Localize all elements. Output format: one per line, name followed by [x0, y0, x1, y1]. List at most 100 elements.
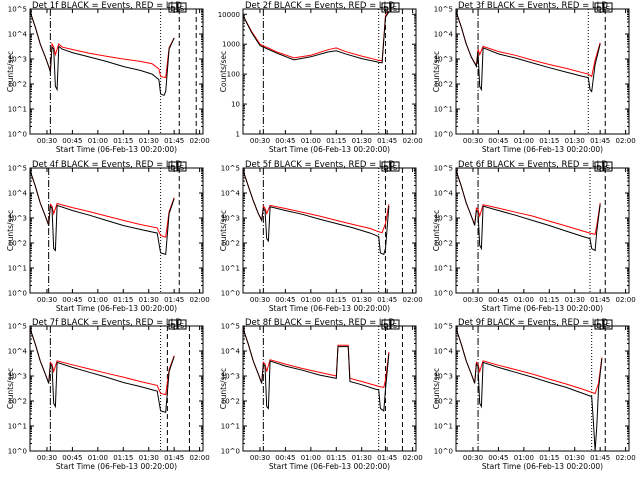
chart-title: Det 9f BLACK = Events, RED = LLD	[458, 318, 608, 328]
x-tick-label: 00:45	[488, 137, 508, 145]
chart-title: Det 7f BLACK = Events, RED = LLD	[32, 318, 182, 328]
y-tick-label: 10^3	[8, 56, 27, 64]
x-tick-label: 01:30	[139, 296, 159, 304]
y-tick-label: 10^3	[221, 373, 240, 381]
marker-box-d	[381, 319, 391, 330]
y-tick-label: 1	[236, 131, 240, 139]
chart-title: Det 1f BLACK = Events, RED = LLD	[32, 1, 182, 11]
y-tick-label: 10^4	[8, 190, 28, 198]
x-tick-label: 01:45	[377, 454, 397, 462]
chart-title: Det 2f BLACK = Events, RED = LLD	[245, 1, 395, 11]
lld-series-line	[30, 170, 175, 238]
x-tick-label: 01:15	[113, 137, 133, 145]
y-tick-label: 10^3	[8, 373, 27, 381]
y-tick-label: 10^2	[8, 81, 27, 89]
marker-label: S	[393, 164, 398, 172]
marker-box-s	[603, 2, 613, 13]
x-tick-label: 02:00	[403, 454, 423, 462]
marker-label: S	[180, 5, 185, 13]
x-tick-label: 01:00	[88, 454, 108, 462]
x-tick-label: 00:45	[275, 454, 295, 462]
y-tick-label: 10^0	[8, 448, 27, 456]
y-tick-label: 10000	[218, 11, 240, 19]
marker-label: D	[170, 322, 175, 330]
y-tick-label: 10^0	[8, 131, 27, 139]
marker-box-s	[603, 319, 613, 330]
y-tick-label: 10^4	[221, 190, 241, 198]
y-tick-label: 10^2	[434, 398, 453, 406]
x-tick-label: 00:30	[463, 454, 483, 462]
events-series-line	[243, 11, 390, 64]
y-tick-label: 10^4	[8, 348, 28, 356]
y-tick-label: 10^1	[434, 106, 453, 114]
x-tick-label: 01:45	[164, 296, 184, 304]
y-tick-label: 10^1	[221, 265, 240, 273]
x-tick-label: 01:30	[565, 137, 585, 145]
events-series-line	[30, 11, 175, 97]
x-tick-label: 01:30	[352, 296, 372, 304]
x-tick-label: 00:45	[488, 296, 508, 304]
y-axis-label: Counts/sec	[219, 368, 228, 409]
x-tick-label: 01:15	[326, 296, 346, 304]
marker-box-d	[381, 2, 391, 13]
y-tick-label: 10^0	[221, 290, 240, 298]
y-tick-label: 10^2	[8, 240, 27, 248]
x-tick-label: 00:45	[62, 454, 82, 462]
y-tick-label: 10^0	[221, 448, 240, 456]
y-axis-label: Counts/sec	[6, 51, 15, 92]
marker-label: S	[393, 5, 398, 13]
marker-box-s	[177, 2, 187, 13]
y-tick-label: 10^5	[8, 165, 27, 173]
y-tick-label: 10	[231, 101, 240, 109]
events-series-line	[456, 170, 601, 252]
marker-label: S	[606, 164, 611, 172]
marker-label: S	[393, 322, 398, 330]
marker-box-s	[177, 319, 187, 330]
events-series-line	[30, 328, 175, 414]
y-tick-label: 10^1	[8, 265, 27, 273]
x-tick-label: 01:15	[113, 296, 133, 304]
x-tick-label: 00:45	[275, 137, 295, 145]
marker-box-d	[594, 319, 604, 330]
y-tick-label: 10^0	[8, 290, 27, 298]
x-tick-label: 01:30	[352, 137, 372, 145]
y-tick-label: 10^4	[434, 190, 454, 198]
x-tick-label: 01:00	[88, 137, 108, 145]
marker-label: S	[606, 322, 611, 330]
x-tick-label: 01:00	[514, 454, 534, 462]
marker-box-d	[168, 319, 178, 330]
marker-label: D	[170, 5, 175, 13]
y-axis-label: Counts/sec	[6, 368, 15, 409]
y-axis-label: Counts/sec	[432, 51, 441, 92]
x-tick-label: 00:30	[463, 137, 483, 145]
x-tick-label: 00:30	[37, 296, 57, 304]
y-axis-label: Counts/sec	[219, 51, 228, 92]
marker-label: D	[596, 5, 601, 13]
y-tick-label: 10^2	[8, 398, 27, 406]
y-tick-label: 10^4	[221, 348, 241, 356]
lld-series-line	[243, 328, 390, 388]
x-tick-label: 01:45	[590, 137, 610, 145]
x-tick-label: 02:00	[190, 137, 210, 145]
plot-frame	[242, 325, 417, 452]
marker-label: D	[596, 164, 601, 172]
x-tick-label: 00:45	[62, 296, 82, 304]
x-tick-label: 01:45	[377, 296, 397, 304]
plot-frame	[29, 167, 204, 294]
x-tick-label: 01:15	[113, 454, 133, 462]
marker-label: D	[170, 164, 175, 172]
x-tick-label: 02:00	[616, 296, 636, 304]
x-tick-label: 02:00	[616, 137, 636, 145]
marker-label: S	[180, 322, 185, 330]
chart-title: Det 6f BLACK = Events, RED = LLD	[458, 160, 608, 170]
x-tick-label: 01:30	[565, 454, 585, 462]
plot-frame	[455, 8, 630, 135]
y-axis-label: Counts/sec	[432, 368, 441, 409]
y-tick-label: 10^5	[434, 165, 453, 173]
marker-box-d	[594, 2, 604, 13]
plot-frame	[29, 8, 204, 135]
y-tick-label: 10^0	[434, 131, 453, 139]
